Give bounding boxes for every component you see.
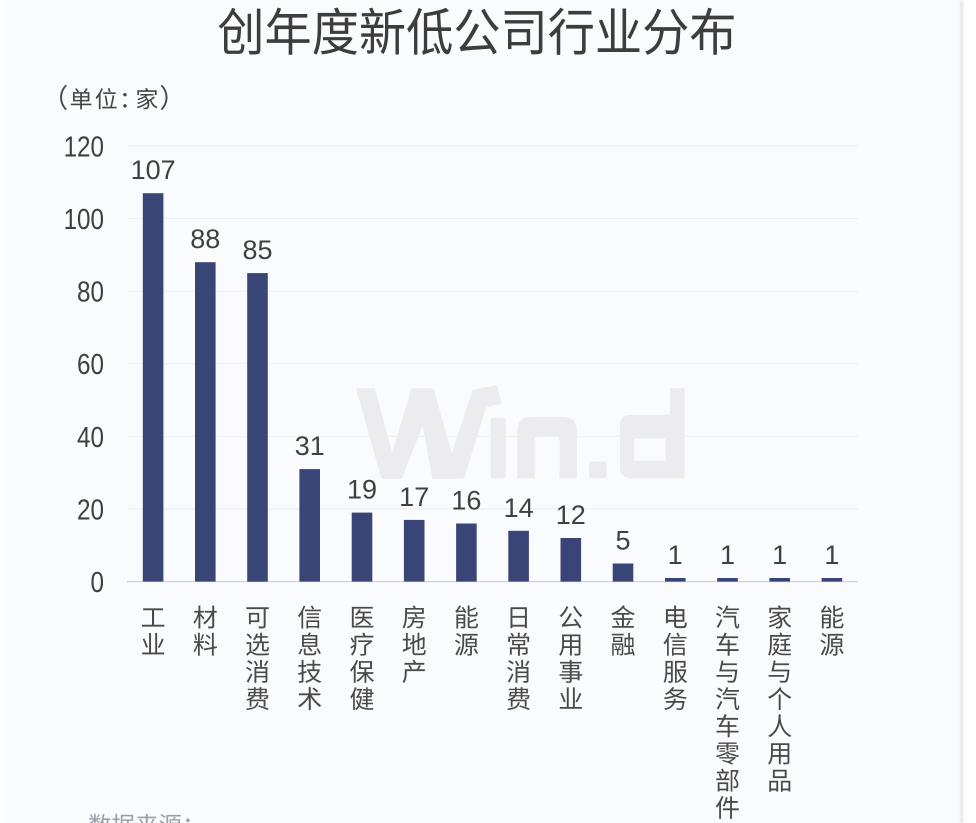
svg-text:16: 16 <box>451 486 481 516</box>
svg-text:1: 1 <box>772 540 787 570</box>
svg-text:14: 14 <box>504 493 534 523</box>
svg-text:1: 1 <box>824 540 839 570</box>
svg-text:1: 1 <box>720 540 735 570</box>
svg-text:120: 120 <box>64 131 104 163</box>
svg-text:60: 60 <box>77 348 104 380</box>
svg-text:1: 1 <box>668 540 683 570</box>
svg-text:88: 88 <box>190 224 220 254</box>
svg-text:31: 31 <box>295 431 325 461</box>
svg-text:80: 80 <box>77 276 104 308</box>
svg-text:12: 12 <box>556 500 586 530</box>
svg-text:85: 85 <box>242 235 272 265</box>
svg-text:5: 5 <box>615 526 630 556</box>
svg-text:0: 0 <box>91 566 104 598</box>
svg-text:17: 17 <box>399 482 429 512</box>
svg-text:40: 40 <box>77 421 104 453</box>
svg-text:20: 20 <box>77 494 104 526</box>
svg-text:107: 107 <box>131 155 176 185</box>
svg-text:100: 100 <box>64 203 104 235</box>
svg-text:19: 19 <box>347 475 377 505</box>
